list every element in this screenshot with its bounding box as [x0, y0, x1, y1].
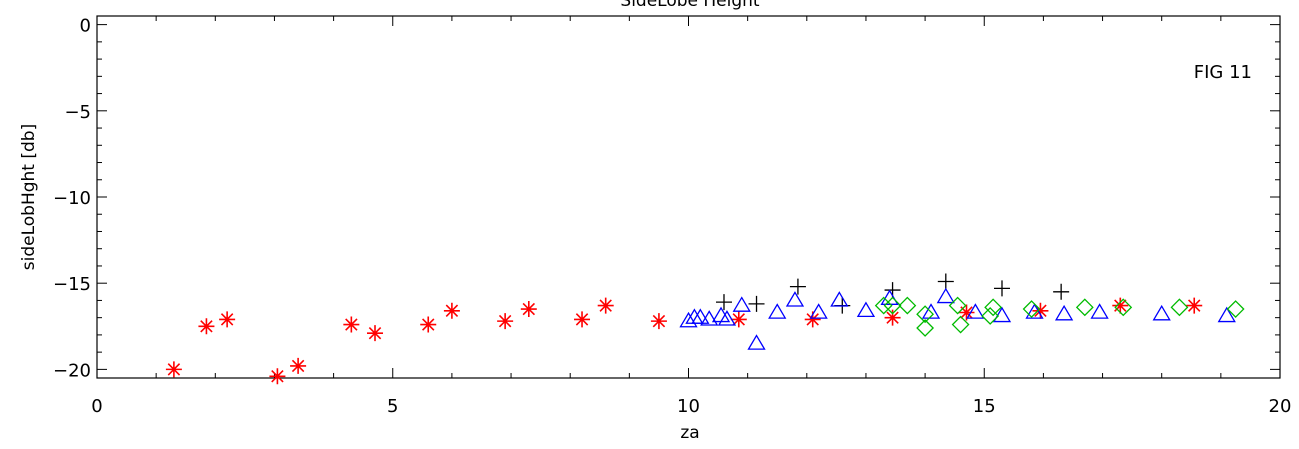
- series-asterisk: [165, 297, 1203, 385]
- triangle-point: [992, 306, 1012, 323]
- triangle-point: [1054, 304, 1074, 321]
- diamond-point: [1114, 298, 1133, 317]
- plus-point: [993, 280, 1010, 297]
- plus-point: [789, 278, 806, 295]
- diamond-point: [916, 305, 935, 324]
- triangle-point: [679, 311, 698, 328]
- triangle-point: [1152, 304, 1171, 321]
- triangle-point: [856, 301, 876, 318]
- diamond-point: [898, 296, 917, 315]
- diamond-point: [1170, 298, 1189, 317]
- y-tick-label: −10: [53, 188, 91, 209]
- asterisk-point: [574, 311, 591, 328]
- diamond-point: [874, 296, 893, 315]
- y-tick-label: −15: [53, 274, 91, 295]
- asterisk-point: [367, 325, 384, 342]
- y-tick-label: −5: [64, 102, 91, 123]
- asterisk-point: [290, 357, 307, 374]
- plus-point: [937, 273, 954, 290]
- asterisk-point: [198, 318, 215, 335]
- triangle-point: [830, 291, 849, 307]
- diamond-point: [1022, 300, 1041, 318]
- triangle-point: [1090, 303, 1109, 319]
- y-tick-label: −20: [53, 360, 91, 381]
- triangle-point: [691, 308, 710, 324]
- triangle-point: [936, 287, 955, 304]
- series-triangle: [679, 287, 1236, 350]
- asterisk-point: [269, 368, 286, 385]
- triangle-point: [809, 303, 828, 319]
- triangle-point: [732, 296, 751, 312]
- asterisk-point: [497, 313, 514, 330]
- y-axis-label: sideLobHght [db]: [19, 124, 39, 270]
- triangle-point: [1025, 303, 1044, 319]
- x-tick-label: 10: [677, 396, 700, 417]
- asterisk-point: [343, 316, 360, 333]
- triangle-point: [768, 303, 787, 319]
- asterisk-point: [804, 311, 821, 328]
- asterisk-point: [958, 304, 975, 321]
- plus-point: [1053, 283, 1070, 300]
- triangle-point: [717, 310, 737, 326]
- triangle-point: [966, 303, 985, 319]
- triangle-point: [700, 310, 719, 326]
- asterisk-point: [165, 361, 182, 378]
- x-tick-label: 20: [1269, 396, 1292, 417]
- x-axis-label: za: [680, 423, 699, 443]
- axes-layer: 0 5 10 15 20 0 −5 −10 −15 −20: [53, 15, 1292, 417]
- series-plus: [715, 273, 1070, 314]
- asterisk-point: [443, 302, 460, 319]
- asterisk-point: [1032, 302, 1049, 319]
- diamond-point: [948, 296, 967, 315]
- triangle-point: [747, 334, 766, 350]
- fig-annotation: FIG 11: [1194, 62, 1252, 83]
- x-tick-label: 5: [387, 396, 398, 417]
- diamond-point: [1226, 300, 1245, 318]
- y-tick-label: 0: [80, 16, 91, 37]
- plus-point: [715, 294, 732, 311]
- asterisk-point: [597, 297, 614, 314]
- plus-point: [748, 295, 765, 312]
- chart-title: SideLobe Height: [620, 0, 760, 11]
- diamond-point: [951, 315, 970, 334]
- asterisk-point: [1112, 297, 1129, 314]
- asterisk-point: [650, 313, 667, 330]
- diamond-point: [883, 296, 902, 315]
- triangle-point: [685, 308, 704, 324]
- x-tick-label: 0: [91, 396, 102, 417]
- series-diamond: [874, 296, 1245, 337]
- diamond-point: [1075, 298, 1094, 317]
- marks-layer: [165, 273, 1245, 385]
- asterisk-point: [420, 316, 437, 333]
- diamond-point: [984, 298, 1003, 317]
- diamond-point: [916, 319, 935, 337]
- triangle-point: [921, 303, 941, 319]
- triangle-point: [785, 291, 805, 307]
- triangle-point: [1217, 306, 1236, 323]
- triangle-point: [711, 306, 731, 323]
- asterisk-point: [1186, 297, 1203, 314]
- asterisk-point: [730, 311, 747, 328]
- x-tick-label: 15: [973, 396, 996, 417]
- asterisk-point: [520, 301, 537, 318]
- asterisk-point: [219, 311, 236, 328]
- asterisk-point: [884, 309, 901, 326]
